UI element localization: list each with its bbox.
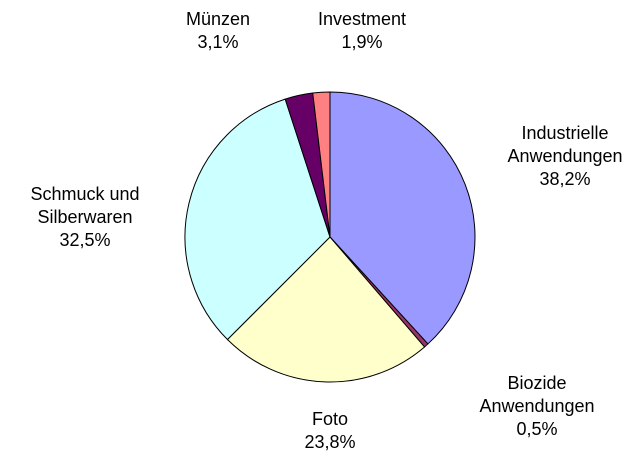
pie-slice	[329, 91, 476, 345]
slice-label: Industrielle Anwendungen 38,2%	[475, 122, 643, 191]
value-label: 38,2%	[539, 169, 591, 189]
value-label: 32,5%	[59, 230, 111, 250]
category-label: Investment	[317, 9, 407, 29]
category-label: Foto	[311, 409, 349, 429]
value-label: 0,5%	[516, 419, 558, 439]
category-label: Biozide Anwendungen	[479, 373, 595, 416]
pie-slice	[226, 236, 426, 383]
slice-label: Foto 23,8%	[240, 408, 420, 454]
slice-label: Investment 1,9%	[272, 8, 452, 54]
value-label: 23,8%	[304, 432, 356, 452]
category-label: Industrielle Anwendungen	[507, 123, 623, 166]
value-label: 3,1%	[197, 32, 239, 52]
slice-label: Biozide Anwendungen 0,5%	[447, 372, 627, 441]
slice-label: Schmuck und Silberwaren 32,5%	[0, 183, 175, 252]
category-label: Schmuck und Silberwaren	[30, 184, 140, 227]
pie-slice	[184, 98, 331, 341]
slice-label: Münzen 3,1%	[128, 8, 308, 54]
category-label: Münzen	[185, 9, 251, 29]
pie-slice	[312, 91, 331, 238]
value-label: 1,9%	[341, 32, 383, 52]
